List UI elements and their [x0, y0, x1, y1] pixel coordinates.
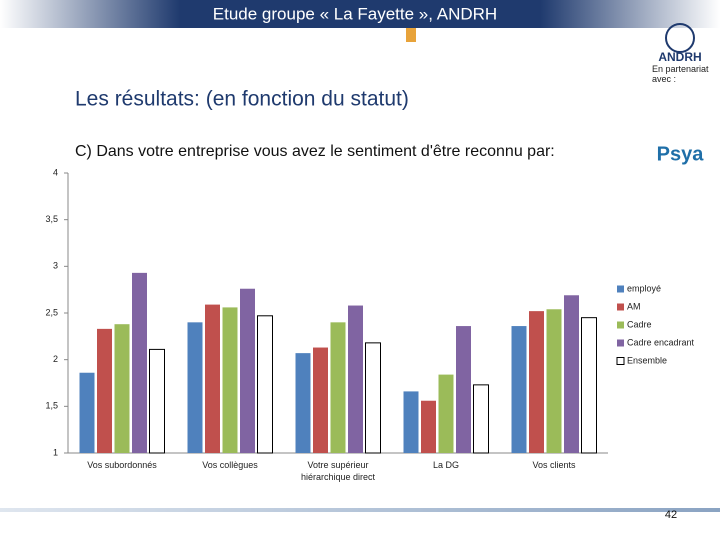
x-tick-label: La DG: [432, 460, 459, 470]
bar: [529, 311, 544, 453]
bar: [511, 326, 527, 453]
legend-swatch: [617, 303, 624, 311]
y-tick-label: 4: [53, 167, 58, 177]
legend-label: Ensemble: [627, 355, 667, 365]
bar: [222, 307, 238, 453]
bar: [187, 322, 203, 453]
legend-swatch: [617, 321, 624, 329]
bar: [438, 374, 454, 453]
y-tick-label: 3,5: [45, 214, 58, 224]
x-tick-label: Vos subordonnés: [87, 460, 157, 470]
legend-swatch: [617, 339, 624, 347]
page-number: 42: [665, 509, 677, 521]
bar: [456, 326, 471, 453]
header-band: [0, 0, 720, 28]
bar: [581, 317, 597, 454]
legend-label: AM: [627, 301, 641, 311]
partner-box: En partenariat avec :: [652, 64, 709, 84]
y-tick-label: 3: [53, 261, 58, 271]
chart-title: C) Dans votre entreprise vous avez le se…: [75, 143, 555, 160]
legend-label: Cadre encadrant: [627, 337, 695, 347]
y-tick-label: 1: [53, 447, 58, 457]
logo-psya: Psya: [657, 143, 705, 165]
bar: [473, 384, 489, 454]
bar: [421, 400, 436, 453]
bar: [564, 295, 579, 453]
bar: [295, 353, 311, 453]
logo-shape: [665, 23, 695, 53]
legend-label: employé: [627, 283, 661, 293]
partner-text: En partenariat avec :: [652, 64, 709, 84]
logo-andrh: ANDRH: [658, 50, 701, 64]
header-icon: [406, 28, 416, 42]
bar: [132, 272, 147, 453]
y-tick-label: 1,5: [45, 401, 58, 411]
y-tick-label: 2: [53, 354, 58, 364]
bar: [365, 342, 381, 454]
bar: [205, 304, 220, 453]
bar: [257, 315, 273, 454]
bar: [348, 305, 363, 453]
legend-swatch: [617, 285, 624, 293]
subtitle: Les résultats: (en fonction du statut): [75, 88, 409, 111]
x-tick-label: Votre supérieur hiérarchique direct: [300, 460, 376, 482]
bar: [114, 324, 130, 453]
bar: [330, 322, 346, 453]
bar: [149, 348, 165, 454]
bar: [240, 288, 255, 453]
footer-line: [0, 508, 720, 512]
legend-label: Cadre: [627, 319, 652, 329]
y-tick-label: 2,5: [45, 307, 58, 317]
bar: [97, 328, 112, 453]
bar: [79, 372, 95, 453]
bar: [546, 309, 562, 453]
bar: [313, 347, 328, 453]
header-title: Etude groupe « La Fayette », ANDRH: [213, 4, 497, 23]
x-tick-label: Vos collègues: [202, 460, 258, 470]
x-tick-label: Vos clients: [532, 460, 576, 470]
bar: [403, 391, 419, 453]
legend-swatch: [616, 357, 625, 365]
